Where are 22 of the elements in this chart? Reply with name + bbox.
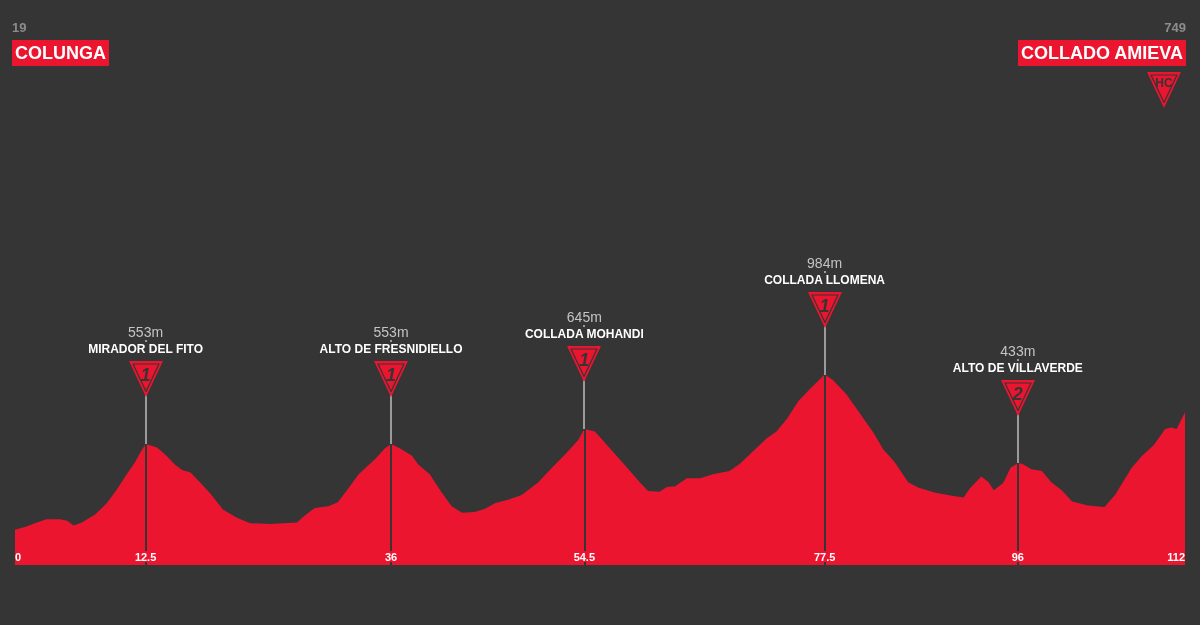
data-label: 645m bbox=[566, 309, 602, 326]
data-label: 553m bbox=[128, 323, 164, 340]
annotation: ALTO DE FRESNIDIELLO 1 bbox=[319, 341, 463, 385]
x-tick-label: 36 bbox=[384, 550, 398, 563]
x-tick-label: 77.5 bbox=[813, 550, 836, 563]
annotation: COLLADA MOHANDI 1 bbox=[524, 327, 644, 371]
text: HC bbox=[1155, 76, 1173, 90]
text: 749 bbox=[1164, 20, 1186, 35]
annotation: MIRADOR DEL FITO 1 bbox=[88, 341, 204, 385]
data-label: 984m bbox=[807, 254, 843, 271]
annotation: COLLADA LLOMENA 1 bbox=[764, 272, 886, 316]
text: COLUNGA bbox=[12, 40, 109, 66]
x-tick-label: 96 bbox=[1011, 550, 1024, 563]
text: COLLADO AMIEVA bbox=[1018, 40, 1186, 66]
x-tick-label: 54.5 bbox=[573, 550, 596, 563]
data-label: 553m bbox=[373, 323, 409, 340]
x-tick-label: 0 bbox=[15, 550, 22, 563]
data-label: 433m bbox=[1000, 343, 1036, 360]
text: 19 bbox=[12, 20, 27, 35]
x-tick-label: 112 bbox=[1167, 550, 1185, 563]
x-tick-label: 12.5 bbox=[134, 550, 157, 563]
annotation: ALTO DE VILLAVERDE 2 bbox=[952, 361, 1083, 405]
